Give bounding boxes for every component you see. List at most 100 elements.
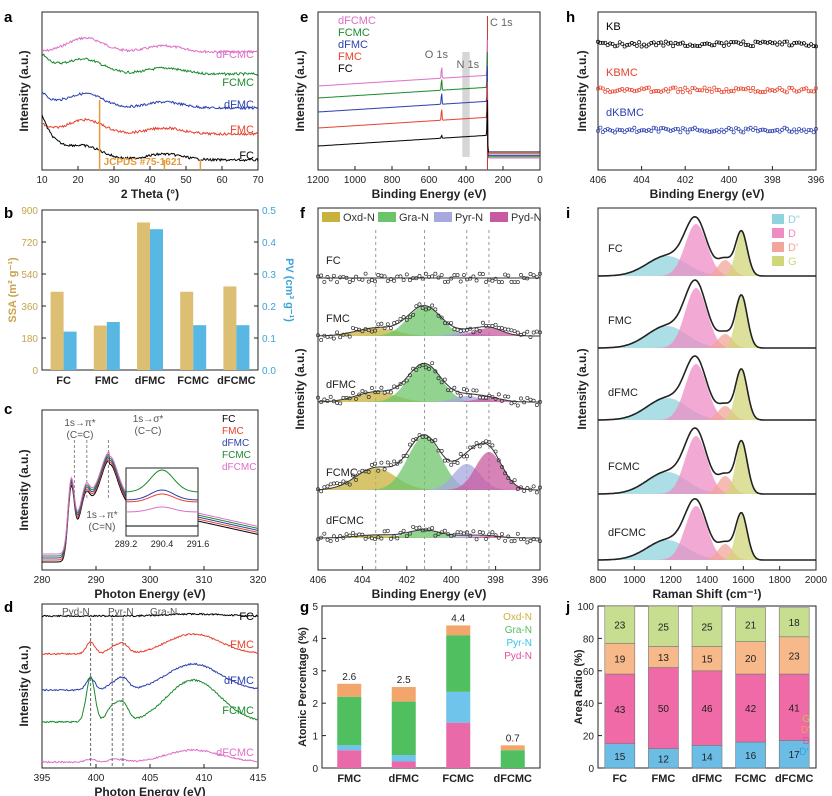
n1s-data-point [395,461,400,466]
kb-data-point [620,41,625,46]
nspecies-total-label: 2.5 [397,675,411,686]
cc-pi-bond-annotation: (C=C) [67,430,94,441]
inset-tick-label: 289.2 [115,539,138,549]
n1s-data-point [395,536,400,541]
n1s-data-point [525,486,530,491]
area-ratio-bar-G [648,605,679,647]
n1s-data-point [335,537,339,542]
n1s-data-point [385,460,390,465]
n1s-data-point [474,327,479,332]
pyd-n-peak-label: Pyd-N [62,607,90,618]
area-ratio-value-label: 23 [789,651,801,662]
kb-data-point [784,90,789,95]
n1s-data-point [499,532,504,537]
n1s-data-point [522,400,527,405]
x-tick-label: 395 [34,773,51,784]
cnexafs-legend-FC: FC [222,414,235,425]
kb-data-point [705,89,709,93]
n1s-data-point [360,532,365,537]
nnexafs-label-FMC: FMC [230,639,254,651]
n1s-data-point [484,396,489,401]
x-tick-label: 10 [36,175,48,186]
bet-category-label: FMC [95,375,119,387]
n1s-data-point [493,322,498,327]
kb-data-point [777,40,782,45]
inset-curve-dFMC [126,489,198,501]
kb-data-point [782,89,787,94]
n1s-data-point [449,462,454,467]
panel-label-c: c [4,401,12,418]
kb-axes [597,11,817,171]
n1s-data-point [335,280,339,285]
n1s-data-point [388,390,393,395]
raman-band-fill [598,288,816,348]
x-tick-label: 1400 [696,575,719,586]
n1s-data-point [465,530,470,535]
kb-data-point [656,40,661,45]
kb-data-point [649,129,654,133]
raman-sample-label-FC: FC [608,243,623,255]
nnexafs-label-dFMC: dFMC [224,675,254,687]
area-ratio-value-label: 50 [658,704,670,715]
n1s-xlabel: Binding Energy (eV) [372,587,487,601]
n1s-data-point [319,400,324,404]
panel-label-g: g [300,599,309,616]
n1s-data-point [446,532,450,537]
kb-data-point [714,88,719,93]
n1s-data-point [496,325,501,330]
n1s-data-point [509,479,514,484]
kb-data-point [627,87,632,92]
n1s-data-point [357,327,362,332]
nnexafs-curve-dFMC [42,662,259,692]
kb-data-point [668,86,673,91]
raman-legend-label: G [788,256,797,268]
n1s-data-point [316,395,320,400]
n1s-data-point [534,403,539,407]
n1s-data-point [461,273,466,278]
kb-data-point [680,90,685,95]
kb-data-point [697,44,702,49]
kb-data-point [651,40,656,45]
area-ratio-value-label: 46 [701,704,713,715]
n1s-data-point [493,276,498,281]
n1s-data-point [423,365,428,370]
n1s-data-point [338,534,343,539]
kb-series-label-KB: KB [606,21,621,33]
kb-data-point [777,129,782,134]
x-tick-label: 402 [398,575,415,586]
nspecies-tick-label: 3 [312,667,318,678]
n1s-peak-fill [318,436,540,490]
nspecies-bar-Pyd-N [391,761,416,768]
kb-data-point [768,88,772,93]
n1s-data-point [395,320,400,325]
kb-data-point [598,85,603,90]
n1s-data-point [468,445,473,450]
n1s-peak-fill [318,468,540,490]
xrd-label-dFMC: dFMC [224,99,254,111]
inset-curve-dFCMC [125,506,199,513]
kb-data-point [675,126,680,131]
n1s-data-point [452,385,457,390]
cnexafs-legend-dFCMC: dFCMC [222,462,256,473]
kb-data-point [724,40,729,45]
nspecies-bar-Oxd-N [391,687,416,702]
kb-data-point [717,40,722,45]
kb-data-point [692,43,697,48]
bet-category-label: FCMC [177,375,209,387]
n1s-data-point [392,278,397,283]
kb-data-point [683,43,688,48]
x-tick-label: 400 [720,175,737,186]
n1s-data-point [534,275,539,280]
kb-data-point [678,87,683,91]
n1s-data-point [528,487,533,492]
raman-band-fill [598,224,816,276]
n1s-legend-swatch [378,212,396,222]
n1s-data-point [414,526,419,531]
n1s-data-point [376,273,381,277]
n1s-data-point [503,272,508,277]
xrd-xlabel: 2 Theta (°) [121,187,179,201]
kb-data-point [726,89,731,94]
kb-data-point [765,40,770,45]
kb-data-point [712,85,717,90]
kb-data-point [683,85,688,90]
